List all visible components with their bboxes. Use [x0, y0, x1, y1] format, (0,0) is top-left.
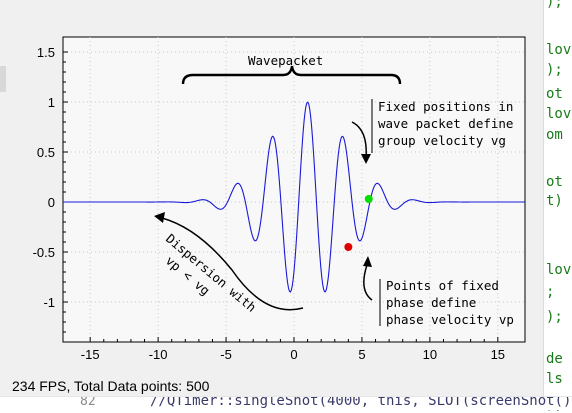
- x-tick-label: -5: [220, 347, 232, 362]
- code-fragment: );: [546, 0, 563, 10]
- x-tick-label: -10: [149, 347, 168, 362]
- code-fragment: ls: [546, 371, 563, 387]
- wavepacket-plot[interactable]: -15 -10 -5 0 5 10 151.510.50-0.5-1 Wavepacket …: [0, 0, 543, 396]
- code-fragment: t): [546, 193, 563, 209]
- window-edge-marker: [0, 66, 6, 92]
- phase-arrow: [363, 261, 373, 301]
- wavepacket-label: Wavepacket: [248, 53, 323, 68]
- y-tick-label: -0.5: [33, 245, 55, 260]
- group-annotation-line-3: group velocity vg: [378, 133, 506, 148]
- phase-annotation-line-1: Points of fixed: [386, 278, 499, 293]
- x-tick-label: 10: [423, 347, 437, 362]
- code-fragment: om: [546, 127, 563, 143]
- code-fragment: de: [546, 351, 563, 367]
- wavepacket-curve: [63, 101, 525, 293]
- x-tick-label: 15: [491, 347, 505, 362]
- dispersion-arrowhead: [154, 212, 165, 223]
- status-bar: 234 FPS, Total Data points: 500: [12, 378, 210, 394]
- y-tick-label: -1: [43, 295, 55, 310]
- group-velocity-point: [364, 195, 373, 203]
- code-fragment: ot: [546, 86, 563, 102]
- code-fragment: lov: [546, 42, 572, 58]
- plot-window: -15 -10 -5 0 5 10 15 1.5 1 0.5 0 -0.5 -1 Wavepacket …: [0, 0, 544, 396]
- code-fragment: );: [546, 309, 563, 325]
- axes: -15 -10 -5 0 5 10 15 1.5 1 0.5 0 -0.5 -1: [33, 45, 505, 362]
- group-arrow: [351, 121, 367, 159]
- x-tick-label: 0: [290, 347, 297, 362]
- phase-velocity-point: [344, 243, 353, 251]
- group-arrowhead: [361, 154, 371, 164]
- y-tick-label: 0: [48, 195, 55, 210]
- phase-arrowhead: [363, 256, 372, 267]
- code-fragment: );: [546, 62, 563, 78]
- group-annotation-line-1: Fixed positions in: [378, 99, 513, 114]
- code-line-text: //QTimer::singleShot(4000, this, SLOT(sc…: [150, 396, 572, 409]
- line-number: 82: [80, 396, 96, 409]
- dispersion-arrow: [161, 217, 304, 311]
- y-tick-label: 1: [48, 95, 55, 110]
- y-tick-label: 1.5: [37, 45, 55, 60]
- grid-lines: [63, 37, 525, 342]
- code-fragment: ;: [546, 284, 555, 300]
- x-tick-label: 5: [358, 347, 365, 362]
- x-tick-label: -15: [81, 347, 100, 362]
- code-fragment: lov: [546, 262, 572, 278]
- group-annotation-line-2: wave packet define: [378, 116, 513, 131]
- code-fragment: lov: [546, 106, 572, 122]
- wavepacket-brace: [181, 65, 402, 85]
- phase-annotation-line-3: phase velocity vp: [386, 312, 514, 327]
- phase-annotation-line-2: phase define: [386, 295, 476, 310]
- code-fragment: ot: [546, 174, 563, 190]
- code-editor-bottom-line[interactable]: 82 //QTimer::singleShot(4000, this, SLOT…: [0, 396, 572, 410]
- y-tick-label: 0.5: [37, 145, 55, 160]
